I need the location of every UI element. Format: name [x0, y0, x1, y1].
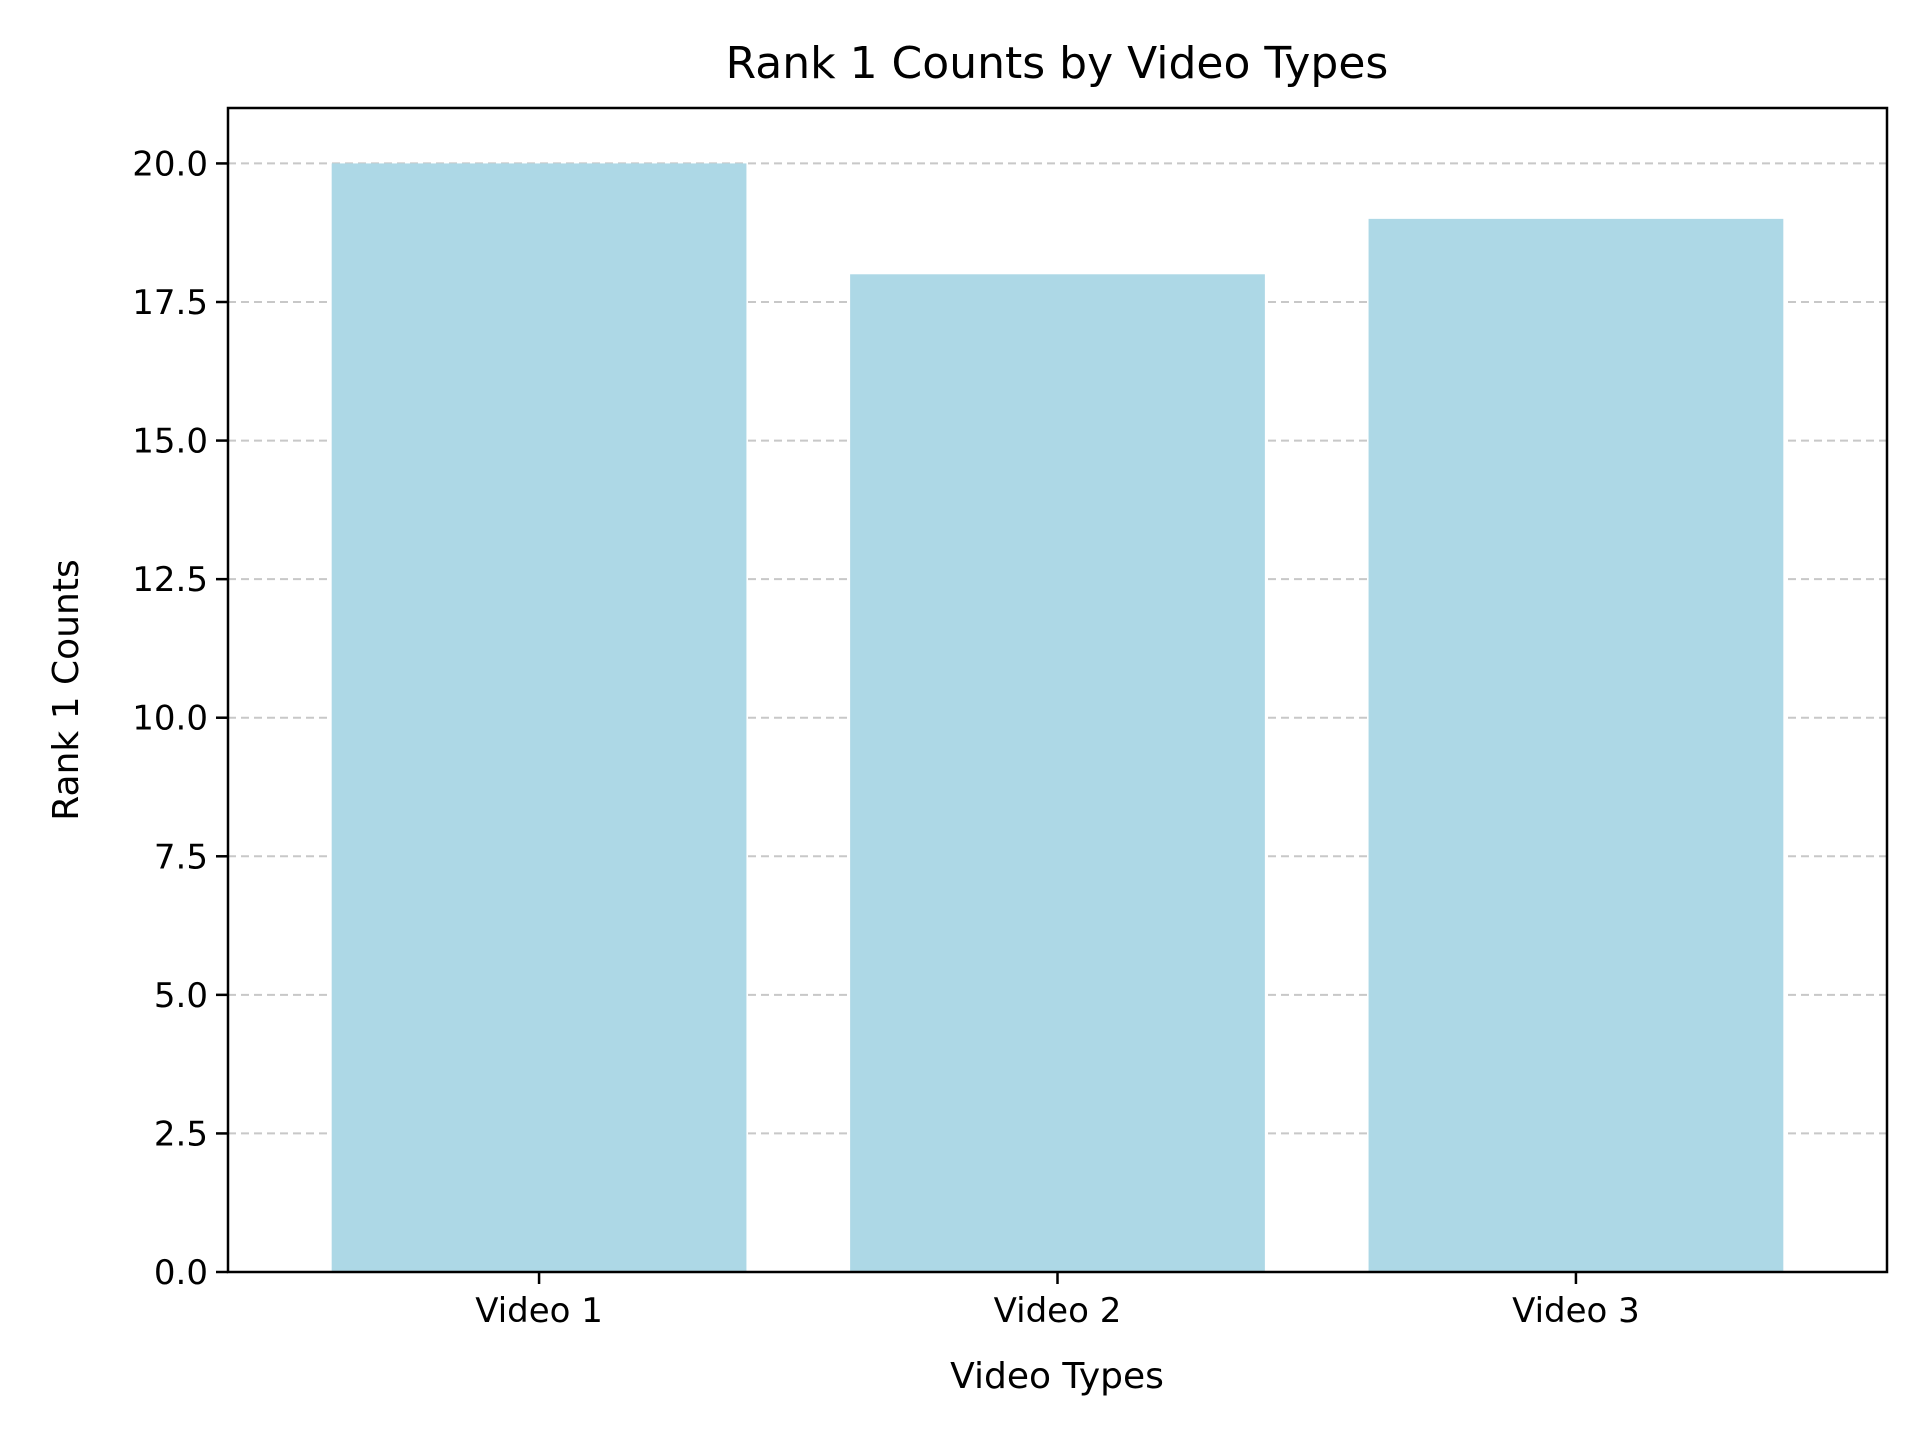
x-axis-ticks: Video 1 Video 2 Video 3 [475, 1272, 1640, 1331]
y-axis-label: Rank 1 Counts [46, 559, 87, 820]
x-tick-label: Video 2 [994, 1291, 1122, 1331]
bar-video-2 [850, 274, 1265, 1272]
y-tick-label: 2.5 [154, 1114, 208, 1154]
bar-video-1 [331, 163, 747, 1272]
y-tick-label: 0.0 [154, 1253, 208, 1293]
y-tick-label: 7.5 [154, 837, 208, 877]
bar-video-3 [1368, 218, 1784, 1272]
x-axis-label: Video Types [950, 1356, 1164, 1397]
y-tick-label: 12.5 [132, 560, 208, 600]
bars [331, 163, 1784, 1272]
y-tick-label: 5.0 [154, 976, 208, 1016]
y-tick-label: 15.0 [132, 422, 208, 462]
y-tick-label: 10.0 [132, 699, 208, 739]
x-tick-label: Video 1 [475, 1291, 603, 1331]
chart-title: Rank 1 Counts by Video Types [726, 38, 1389, 89]
x-tick-label: Video 3 [1512, 1291, 1640, 1331]
y-tick-label: 20.0 [132, 144, 208, 184]
y-tick-label: 17.5 [132, 283, 208, 323]
y-axis-ticks: 0.0 2.5 5.0 7.5 10.0 12.5 15.0 17.5 20.0 [132, 144, 228, 1293]
